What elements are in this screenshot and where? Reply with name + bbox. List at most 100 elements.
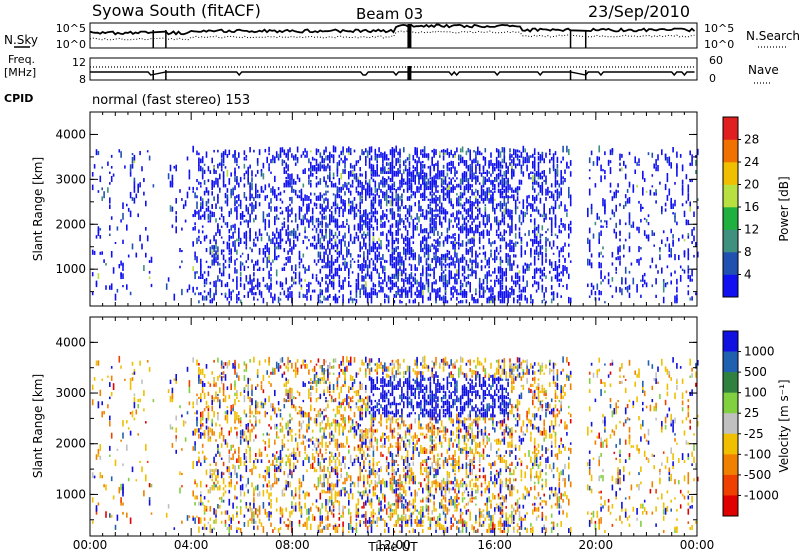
power-cell	[284, 264, 286, 266]
power-cell	[247, 220, 249, 225]
velocity-cell	[210, 428, 212, 433]
velocity-cell	[229, 499, 231, 506]
power-cell	[468, 178, 470, 182]
power-cell	[291, 174, 293, 180]
power-cell	[386, 214, 388, 220]
velocity-cell	[175, 450, 177, 454]
power-cell	[306, 219, 308, 223]
power-cell	[122, 273, 124, 279]
power-cell	[676, 171, 678, 177]
power-cell	[414, 225, 416, 228]
power-cell	[566, 146, 568, 153]
power-cell	[323, 198, 325, 203]
power-cell	[468, 239, 470, 244]
power-cell	[202, 198, 204, 201]
power-cell	[458, 242, 460, 244]
power-cell	[485, 148, 487, 152]
power-cell	[555, 190, 557, 193]
velocity-cell	[266, 466, 268, 472]
power-cell	[337, 174, 339, 176]
power-cell	[270, 262, 272, 265]
power-cell	[291, 208, 293, 215]
velocity-cell	[276, 362, 278, 369]
power-cell	[299, 295, 301, 298]
velocity-cell	[122, 463, 124, 466]
power-cell	[122, 240, 124, 244]
velocity-cell	[215, 484, 217, 487]
power-cell	[219, 207, 221, 209]
power-cell	[141, 166, 143, 171]
velocity-cell	[303, 491, 305, 494]
power-cell	[431, 157, 433, 161]
power-cell	[471, 227, 473, 231]
power-cell	[358, 160, 360, 163]
velocity-cell	[179, 488, 181, 494]
power-cell	[600, 231, 602, 237]
velocity-cell	[192, 446, 194, 451]
power-cell	[371, 177, 373, 179]
power-cell	[549, 153, 551, 155]
power-cell	[318, 294, 320, 300]
power-cell	[420, 224, 422, 231]
power-cell	[261, 291, 263, 298]
power-cell	[388, 185, 390, 188]
power-cell	[414, 192, 416, 199]
power-cell	[342, 209, 344, 215]
power-cell	[299, 272, 301, 274]
velocity-cell	[293, 506, 295, 509]
power-cell	[395, 189, 397, 193]
velocity-cell	[280, 527, 282, 530]
velocity-cell	[266, 454, 268, 457]
velocity-cell	[270, 492, 272, 496]
velocity-cell	[304, 457, 306, 460]
power-cell	[282, 159, 284, 166]
velocity-cell	[284, 404, 286, 408]
power-cell	[557, 246, 559, 249]
velocity-cell	[230, 458, 232, 460]
velocity-cell	[198, 526, 200, 533]
velocity-cell	[168, 389, 170, 393]
power-cell	[285, 262, 287, 265]
power-cell	[530, 155, 532, 158]
power-cell	[229, 211, 231, 217]
power-cell	[507, 243, 509, 247]
power-cell	[433, 245, 435, 250]
velocity-cell	[287, 449, 289, 451]
power-cell	[101, 196, 103, 201]
velocity-cell	[297, 391, 299, 394]
power-cell	[210, 282, 212, 285]
power-cell	[500, 257, 502, 261]
power-cell	[225, 222, 227, 225]
power-cell	[247, 281, 249, 284]
power-cell	[475, 299, 477, 303]
power-cell	[688, 265, 690, 268]
power-cell	[229, 301, 231, 303]
power-cell	[422, 265, 424, 268]
velocity-cell	[276, 498, 278, 503]
power-y-axis-label: Slant Range [km]	[31, 157, 45, 261]
power-cell	[545, 153, 547, 158]
power-cell	[462, 283, 464, 287]
power-cell	[210, 288, 212, 292]
power-cell	[511, 163, 513, 169]
power-cell	[513, 194, 515, 201]
power-cell	[246, 219, 248, 222]
power-cell	[380, 282, 382, 284]
velocity-cell	[247, 391, 249, 396]
power-cell	[566, 162, 568, 166]
power-cell	[430, 274, 432, 277]
velocity-cell	[249, 397, 251, 402]
power-cell	[316, 263, 318, 266]
power-cell	[534, 157, 536, 164]
power-cell	[485, 274, 487, 279]
power-cell	[331, 154, 333, 158]
power-cell	[593, 161, 595, 166]
velocity-cell	[255, 521, 257, 524]
power-cell	[494, 184, 496, 190]
power-cell	[308, 220, 310, 223]
power-cell	[515, 233, 517, 239]
power-cell	[591, 262, 593, 268]
power-cell	[449, 168, 451, 172]
velocity-cell	[109, 421, 111, 427]
power-cell	[192, 266, 194, 271]
